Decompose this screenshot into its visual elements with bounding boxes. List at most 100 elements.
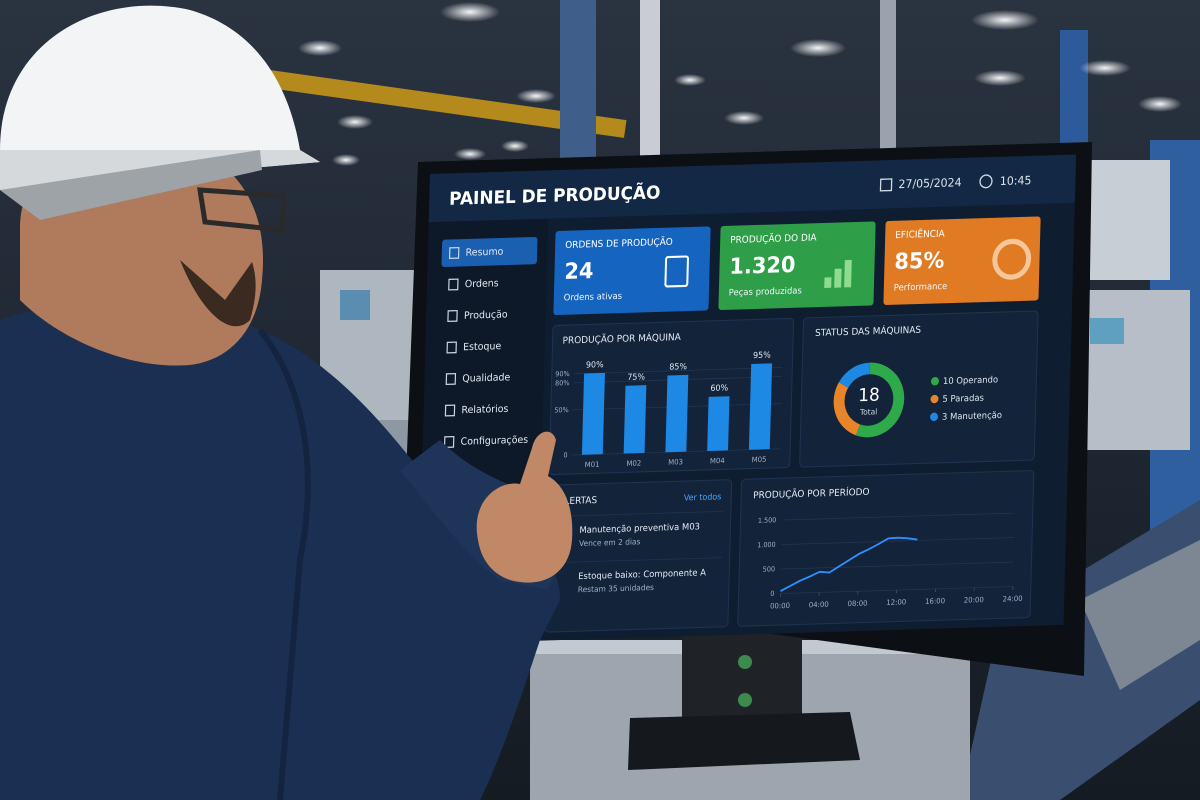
sidebar-active [441,236,538,267]
growth-icon-bar [844,259,852,288]
legend-swatch [931,376,939,386]
x-tick-label: 08:00 [847,598,868,608]
kpi-caption: Peças produzidas [729,286,803,298]
chart-title: PRODUÇÃO POR MÁQUINA [562,331,681,347]
x-tick-label: 16:00 [925,596,946,606]
chart-title: STATUS DAS MÁQUINAS [815,324,921,340]
donut-total-label: Total [859,407,878,417]
efficiency-ring [992,238,1032,280]
legend-count: 5 [942,394,948,404]
alert-detail: Restam 35 unidades [578,583,654,595]
kpi-card [718,221,876,310]
x-tick-label: M01 [585,460,600,470]
value-label: 95% [753,349,771,360]
x-tick-label: M04 [710,456,726,466]
sidebar-icon [448,278,459,291]
donut-segment [833,382,861,436]
value-label: 85% [669,361,687,372]
kpi-card [883,216,1041,306]
legend-entry: 5 Paradas [942,393,984,405]
grid-line [782,512,1015,521]
kpi-card [553,226,711,315]
sidebar-icon [447,309,458,323]
kpi-title: EFICIÊNCIA [895,227,946,241]
sidebar-item[interactable]: Ordens [465,278,499,290]
bar [665,374,689,453]
panel [737,470,1035,627]
sidebar-icon [446,341,457,354]
sidebar-item[interactable]: Relatórios [461,403,508,417]
bar [707,396,730,452]
grid-line [781,537,1015,545]
kpi-title: ORDENS DE PRODUÇÃO [565,237,673,252]
legend-swatch [930,412,939,422]
bar [748,363,773,450]
sidebar-item[interactable]: Produção [464,309,508,322]
x-tick-label: M05 [752,455,767,465]
legend-swatch [930,394,939,404]
x-tick-label: 24:00 [1002,594,1023,604]
alert-title: Manutenção preventiva M03 [579,522,700,536]
legend-entry: 3 Manutenção [942,410,1002,422]
y-tick-label: 90% [555,370,570,379]
legend-count: 10 [943,376,954,387]
sidebar-item[interactable]: Resumo [465,246,503,258]
line-series [780,536,918,592]
sidebar-item[interactable]: Configurações [460,434,528,447]
bar [581,372,605,455]
clipboard-icon [664,255,689,288]
worker [0,5,573,800]
y-tick-label: 80% [555,379,570,388]
legend-entry: 10 Operando [943,375,998,387]
value-label: 90% [586,359,604,370]
legend-name: Paradas [950,393,984,404]
grid-line [780,561,1014,570]
header-bar [428,154,1077,223]
sidebar-item[interactable]: Estoque [463,341,501,353]
alert-divider [554,557,722,563]
kpi-caption: Performance [894,282,948,294]
calendar-icon [879,178,893,192]
donut-total: 18 [858,385,880,406]
legend-count: 3 [942,412,948,422]
alert-detail: Vence em 2 dias [579,537,641,548]
kpi-caption: Ordens ativas [564,292,623,304]
value-label: 60% [710,382,728,393]
alerts-link[interactable]: Ver todos [684,491,722,502]
sidebar-item[interactable]: Qualidade [462,372,510,385]
kpi-value: 85% [894,248,945,275]
growth-icon-bar [834,268,842,288]
header-date: 27/05/2024 [898,176,961,191]
sidebar-icon [444,404,456,417]
alert-title: Estoque baixo: Componente A [578,568,706,582]
y-tick-label: 0 [770,590,774,598]
x-tick-label: 00:00 [770,601,791,611]
bar [623,385,647,454]
sidebar-icon [443,435,455,449]
x-tick-label: 04:00 [809,600,830,610]
header-time: 10:45 [1000,174,1032,188]
x-tick-label: M03 [668,457,683,467]
donut-segment [838,362,870,389]
sidebar-icon [445,372,457,386]
legend-name: Operando [956,375,998,387]
value-label: 75% [627,371,645,382]
y-tick-label: 0 [563,451,567,459]
donut-segment [855,362,905,438]
y-tick-label: 50% [554,406,569,415]
y-tick-label: 1.500 [758,516,777,525]
kpi-value: 1.320 [729,252,796,280]
grid-line [573,367,783,375]
sidebar-icon [448,246,460,260]
dashboard: PAINEL DE PRODUÇÃO 27/05/2024 10:45ResumoO… [417,154,1077,645]
y-tick-label: 500 [763,565,776,574]
kpi-value: 24 [564,259,594,286]
legend-name: Manutenção [950,410,1002,422]
growth-icon-bar [824,277,832,288]
y-tick-label: 1.000 [757,541,776,550]
alert-divider [555,511,723,517]
chart-title: PRODUÇÃO POR PERÍODO [753,486,870,502]
x-tick-label: 12:00 [886,597,907,607]
